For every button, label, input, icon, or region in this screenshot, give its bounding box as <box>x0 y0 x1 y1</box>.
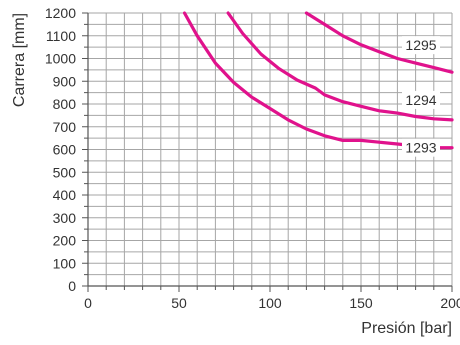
axes <box>82 12 453 292</box>
grid <box>88 12 453 286</box>
series-line-1293 <box>182 11 454 150</box>
x-tick-label: 0 <box>84 295 92 311</box>
data-label-1294: 1294 <box>405 92 436 108</box>
y-tick-label: 600 <box>53 142 77 158</box>
data-label-1295: 1295 <box>405 37 436 53</box>
y-tick-label: 1200 <box>45 5 76 21</box>
y-tick-label: 1100 <box>46 28 76 44</box>
y-tick-label: 400 <box>53 187 77 203</box>
x-tick-label: 100 <box>258 295 282 311</box>
y-tick-label: 800 <box>53 96 77 112</box>
y-tick-label: 500 <box>53 164 77 180</box>
x-tick-label: 50 <box>171 295 187 311</box>
y-tick-label: 1000 <box>45 51 76 67</box>
x-tick-label: 200 <box>440 295 460 311</box>
y-axis-label: Carrera [mm] <box>11 13 28 107</box>
data-label-bg <box>402 138 440 157</box>
y-tick-label: 900 <box>53 73 77 89</box>
y-tick-label: 200 <box>53 233 77 249</box>
y-tick-label: 700 <box>53 119 77 135</box>
data-labels: 1293 1294 1295 <box>402 36 440 157</box>
series-group <box>182 11 454 150</box>
series-line-1295 <box>304 11 454 74</box>
y-tick-label: 0 <box>68 278 76 294</box>
x-axis-label: Presión [bar] <box>361 320 452 337</box>
series-line-1294 <box>226 11 454 122</box>
data-label-bg <box>402 90 440 109</box>
data-label-bg <box>402 36 440 55</box>
data-label-1293: 1293 <box>405 140 436 156</box>
y-tick-label: 100 <box>53 255 77 271</box>
x-tick-label: 150 <box>349 295 373 311</box>
y-tick-label: 300 <box>53 210 77 226</box>
tick-labels: 0 50 100 150 200 0 100 200 300 400 500 600 700 800 900… <box>45 5 460 311</box>
